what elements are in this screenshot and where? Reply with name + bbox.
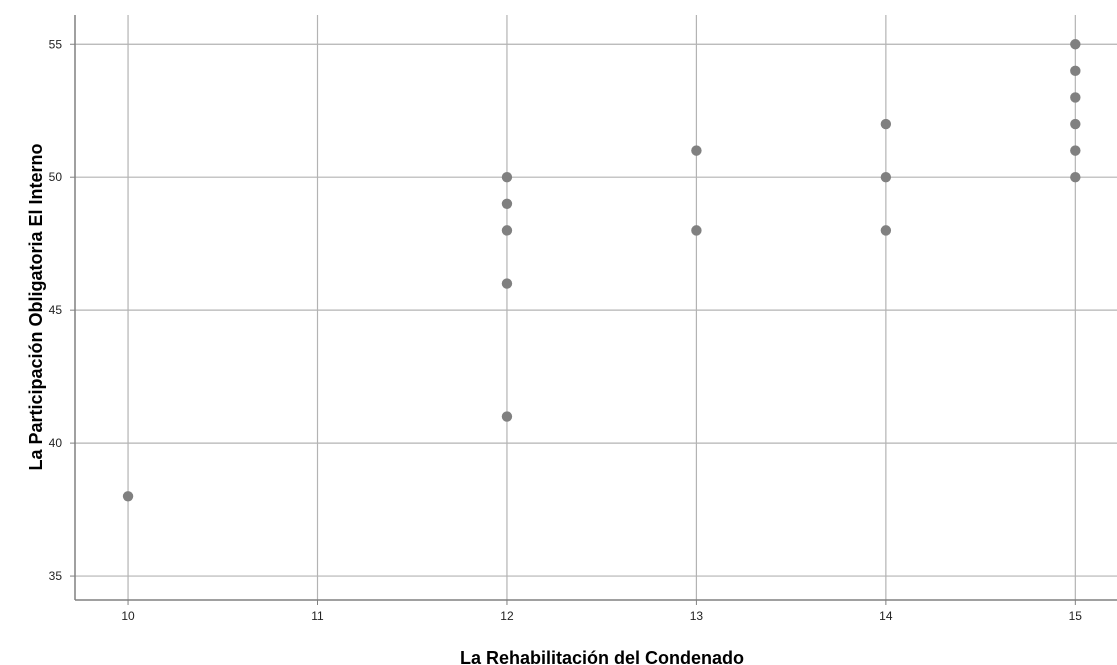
data-point: [691, 225, 702, 236]
data-point: [691, 145, 702, 156]
x-tick-label: 13: [690, 609, 704, 623]
axes: [70, 15, 1117, 605]
x-tick-label: 10: [121, 609, 135, 623]
data-point: [501, 172, 513, 183]
data-point: [1070, 118, 1081, 130]
data-point: [1070, 172, 1081, 183]
tick-labels: 10 11 12 13 14 15 35 40 45 50 55: [49, 37, 1083, 623]
y-tick-label: 45: [49, 303, 63, 317]
data-point: [1070, 65, 1081, 77]
data-point: [880, 172, 892, 183]
y-axis-title: La Participación Obligatoria El Interno: [26, 143, 46, 470]
grid: [75, 15, 1117, 600]
data-point: [122, 491, 134, 502]
x-tick-label: 12: [500, 609, 514, 623]
data-points: [122, 39, 1081, 502]
y-tick-label: 35: [49, 569, 63, 583]
y-tick-label: 40: [49, 436, 63, 450]
data-point: [1070, 92, 1081, 103]
data-point: [501, 411, 513, 422]
data-point: [880, 118, 892, 130]
data-point: [501, 225, 513, 236]
y-tick-label: 55: [49, 37, 63, 51]
data-point: [1070, 145, 1081, 156]
data-point: [501, 278, 513, 289]
x-tick-label: 14: [879, 609, 893, 623]
data-point: [501, 198, 513, 209]
data-point: [1070, 39, 1081, 50]
y-tick-label: 50: [49, 170, 63, 184]
data-point: [880, 225, 892, 236]
x-axis-title: La Rehabilitación del Condenado: [460, 648, 744, 665]
x-tick-label: 15: [1069, 609, 1083, 623]
x-tick-label: 11: [311, 609, 324, 623]
